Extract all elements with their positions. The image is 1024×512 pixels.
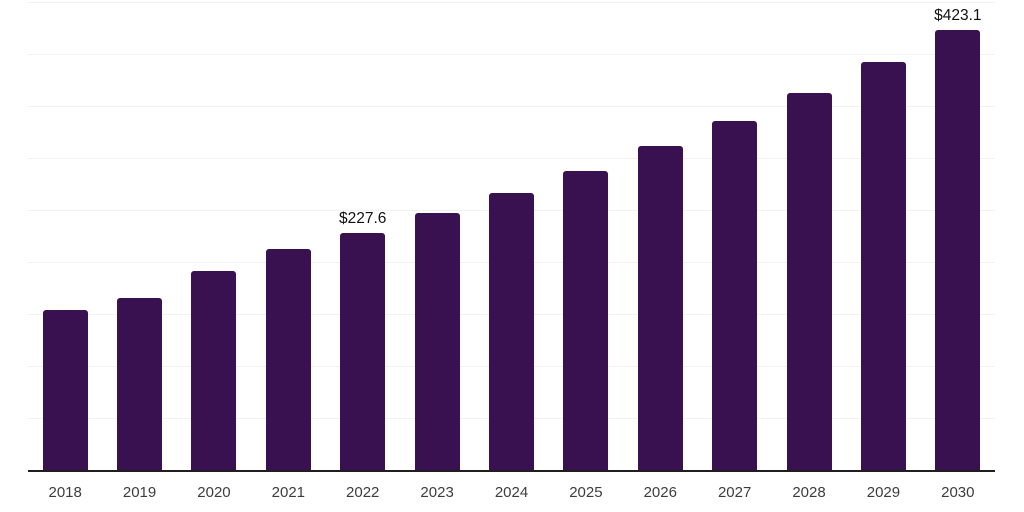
bar-2027 bbox=[712, 121, 758, 470]
x-tick-2029: 2029 bbox=[866, 484, 901, 501]
x-tick-2019: 2019 bbox=[122, 484, 157, 501]
bar-2024 bbox=[489, 192, 534, 470]
bar-2020 bbox=[191, 270, 237, 470]
bar-2029 bbox=[860, 61, 906, 470]
x-tick-2024: 2024 bbox=[494, 484, 529, 501]
gridline-400 bbox=[28, 54, 995, 56]
value-label-2022: $227.6 bbox=[339, 210, 387, 228]
bar-2023 bbox=[414, 212, 460, 470]
bar-2025 bbox=[563, 171, 609, 470]
bar-2019 bbox=[117, 297, 163, 470]
x-tick-2020: 2020 bbox=[197, 484, 231, 501]
bar-2030 bbox=[935, 30, 981, 470]
bar-2022 bbox=[340, 233, 386, 470]
value-label-2030: $423.1 bbox=[934, 7, 982, 25]
x-tick-2026: 2026 bbox=[643, 484, 677, 501]
bar-2018 bbox=[42, 309, 88, 470]
gridline-350 bbox=[28, 106, 995, 108]
x-tick-2028: 2028 bbox=[792, 484, 826, 501]
x-tick-2021: 2021 bbox=[271, 484, 306, 501]
x-tick-2027: 2027 bbox=[717, 484, 752, 501]
x-tick-2018: 2018 bbox=[48, 484, 82, 501]
gridline-300 bbox=[28, 158, 995, 160]
x-tick-2023: 2023 bbox=[420, 484, 454, 501]
x-axis-line bbox=[28, 470, 995, 472]
x-tick-2030: 2030 bbox=[941, 484, 975, 501]
x-tick-2025: 2025 bbox=[569, 484, 603, 501]
bar-2028 bbox=[786, 92, 832, 470]
x-tick-2022: 2022 bbox=[346, 484, 380, 501]
bar-2021 bbox=[265, 248, 311, 470]
gridline-450 bbox=[28, 2, 995, 4]
plot-area: 2018 2019 2020 2021 $227.6 2022 2023 2024 2025 20… bbox=[28, 0, 995, 501]
bar-2026 bbox=[637, 146, 683, 470]
